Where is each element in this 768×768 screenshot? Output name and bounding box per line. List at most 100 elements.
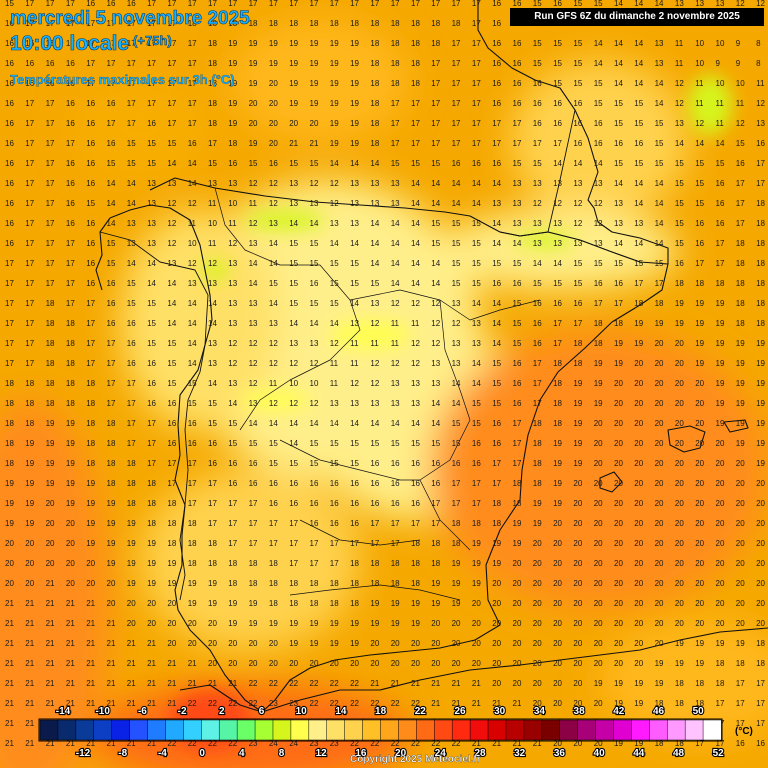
grid-value: 17 — [46, 119, 55, 128]
grid-value: 13 — [675, 0, 684, 8]
grid-value: 17 — [513, 139, 522, 148]
grid-value: 13 — [310, 339, 319, 348]
grid-value: 20 — [695, 399, 704, 408]
grid-value: 20 — [614, 479, 623, 488]
grid-value: 20 — [655, 499, 664, 508]
grid-value: 14 — [411, 199, 420, 208]
grid-value: 19 — [46, 479, 55, 488]
grid-value: 13 — [330, 219, 339, 228]
grid-value: 20 — [573, 559, 582, 568]
grid-value: 17 — [188, 99, 197, 108]
grid-value: 17 — [25, 99, 34, 108]
legend-color-cell — [398, 719, 417, 741]
grid-value: 17 — [289, 0, 298, 8]
grid-value: 20 — [634, 499, 643, 508]
grid-value: 16 — [86, 159, 95, 168]
grid-value: 17 — [513, 419, 522, 428]
grid-value: 18 — [25, 399, 34, 408]
grid-value: 17 — [46, 179, 55, 188]
grid-value: 20 — [594, 739, 603, 748]
grid-value: 17 — [269, 539, 278, 548]
grid-value: 17 — [452, 119, 461, 128]
grid-value: 17 — [736, 219, 745, 228]
grid-value: 11 — [756, 79, 765, 88]
grid-value: 15 — [533, 279, 542, 288]
legend-color-cell — [201, 719, 220, 741]
grid-value: 20 — [594, 459, 603, 468]
grid-value: 11 — [675, 59, 684, 68]
legend-bottom-label: 0 — [199, 748, 205, 759]
grid-value: 13 — [249, 299, 258, 308]
grid-value: 17 — [289, 559, 298, 568]
grid-value: 19 — [208, 579, 217, 588]
grid-value: 19 — [167, 579, 176, 588]
grid-value: 14 — [127, 179, 136, 188]
grid-value: 17 — [472, 19, 481, 28]
grid-value: 10 — [289, 379, 298, 388]
grid-value: 20 — [533, 639, 542, 648]
grid-value: 19 — [107, 519, 116, 528]
grid-value: 15 — [492, 379, 501, 388]
grid-value: 16 — [492, 439, 501, 448]
grid-value: 14 — [492, 299, 501, 308]
grid-value: 17 — [249, 539, 258, 548]
grid-value: 17 — [411, 99, 420, 108]
grid-value: 16 — [594, 279, 603, 288]
grid-value: 22 — [391, 739, 400, 748]
legend-color-cell — [362, 719, 382, 741]
grid-value: 16 — [86, 99, 95, 108]
grid-value: 20 — [594, 519, 603, 528]
grid-value: 16 — [533, 119, 542, 128]
grid-value: 20 — [655, 539, 664, 548]
grid-value: 19 — [756, 379, 765, 388]
grid-value: 17 — [492, 139, 501, 148]
grid-value: 17 — [86, 359, 95, 368]
grid-value: 15 — [594, 99, 603, 108]
grid-value: 15 — [675, 159, 684, 168]
grid-value: 17 — [472, 39, 481, 48]
grid-value: 22 — [188, 739, 197, 748]
grid-value: 16 — [675, 259, 684, 268]
grid-value: 14 — [269, 239, 278, 248]
grid-value: 15 — [634, 159, 643, 168]
grid-value: 20 — [614, 579, 623, 588]
grid-value: 15 — [675, 199, 684, 208]
grid-value: 20 — [655, 339, 664, 348]
grid-value: 20 — [492, 599, 501, 608]
grid-value: 12 — [188, 259, 197, 268]
legend-color-cell — [487, 719, 507, 741]
grid-value: 22 — [391, 699, 400, 708]
grid-value: 14 — [147, 279, 156, 288]
grid-value: 19 — [370, 599, 379, 608]
forecast-lead-time: (+75h) — [133, 33, 172, 49]
grid-value: 16 — [25, 59, 34, 68]
grid-value: 20 — [472, 639, 481, 648]
grid-value: 14 — [208, 299, 217, 308]
grid-value: 17 — [391, 119, 400, 128]
grid-value: 21 — [86, 599, 95, 608]
grid-value: 16 — [695, 219, 704, 228]
grid-value: 13 — [370, 179, 379, 188]
grid-value: 17 — [147, 0, 156, 8]
grid-value: 14 — [716, 139, 725, 148]
grid-value: 21 — [492, 739, 501, 748]
grid-value: 18 — [188, 539, 197, 548]
grid-value: 12 — [594, 219, 603, 228]
grid-value: 15 — [127, 139, 136, 148]
grid-value: 10 — [716, 39, 725, 48]
grid-value: 16 — [492, 59, 501, 68]
grid-value: 17 — [370, 0, 379, 8]
legend-top-label: 18 — [375, 706, 387, 717]
grid-value: 12 — [350, 379, 359, 388]
grid-value: 20 — [573, 739, 582, 748]
grid-value: 19 — [269, 619, 278, 628]
grid-value: 14 — [431, 279, 440, 288]
grid-value: 16 — [228, 479, 237, 488]
grid-value: 14 — [310, 419, 319, 428]
grid-value: 17 — [736, 679, 745, 688]
grid-value: 20 — [310, 119, 319, 128]
legend-color-cell — [613, 719, 633, 741]
grid-value: 15 — [634, 259, 643, 268]
grid-value: 14 — [269, 419, 278, 428]
grid-value: 18 — [553, 399, 562, 408]
